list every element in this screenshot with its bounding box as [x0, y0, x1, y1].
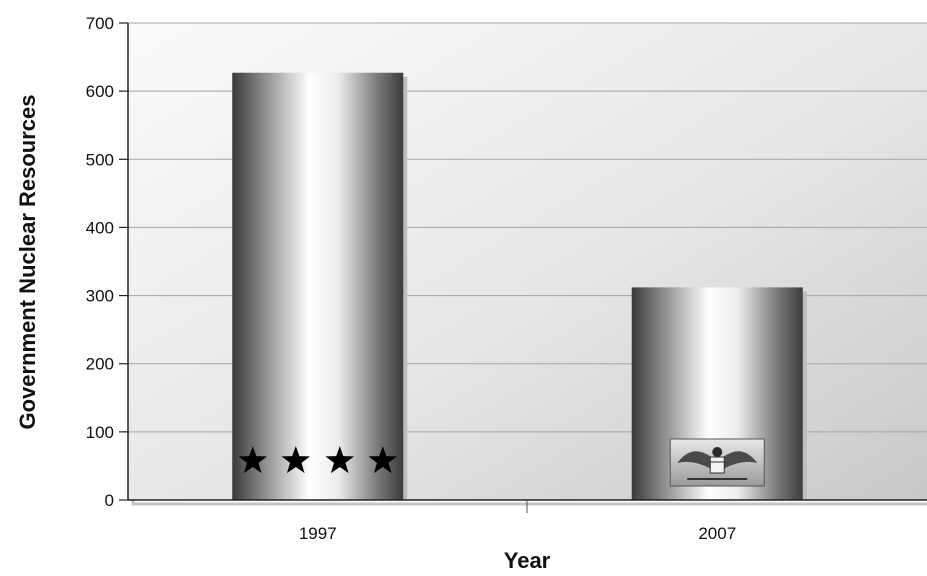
- eagle-insignia-icon: [669, 438, 765, 487]
- y-axis-title: Government Nuclear Resources: [15, 94, 40, 429]
- y-tick-label: 0: [105, 491, 114, 510]
- star-icon: [281, 446, 310, 474]
- y-tick-label: 100: [86, 423, 114, 442]
- y-tick-label: 700: [86, 14, 114, 33]
- plot-shadow: [131, 500, 927, 506]
- y-tick-label: 500: [86, 150, 114, 169]
- x-tick-label: 1997: [299, 524, 337, 543]
- y-tick-label: 600: [86, 82, 114, 101]
- x-tick-label: 2007: [698, 524, 736, 543]
- x-axis-title: Year: [504, 548, 551, 573]
- y-tick-label: 300: [86, 287, 114, 306]
- star-icon: [238, 446, 267, 474]
- star-icon: [368, 446, 397, 474]
- x-axis-categories: 1997 2007: [299, 524, 736, 543]
- y-tick-label: 400: [86, 218, 114, 237]
- star-icon: [325, 446, 354, 474]
- four-stars-icon: [238, 446, 397, 474]
- y-axis-ticks: 0 100 200 300 400 500 600 700: [86, 14, 128, 510]
- bar-1997: [232, 72, 404, 500]
- bars: [232, 72, 807, 500]
- y-tick-label: 200: [86, 355, 114, 374]
